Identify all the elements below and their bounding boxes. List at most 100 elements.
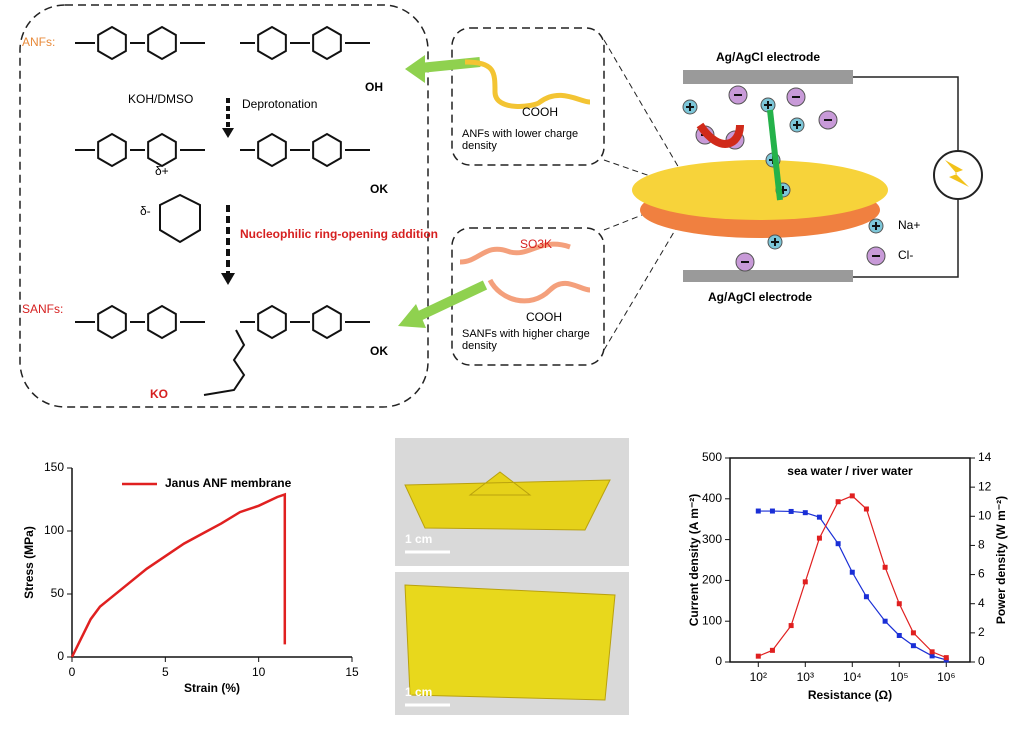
green-arrowhead [398,304,426,328]
electrode [683,70,853,84]
atom: KO [150,387,168,401]
meter [933,150,983,200]
ring [147,25,177,61]
point [863,506,869,512]
y2-axis-label: Power density (W m⁻²) [994,496,1008,624]
ring [97,25,127,61]
y-tick-label: 100 [702,613,722,627]
point [849,493,855,499]
y-axis-label: Current density (A m⁻²) [687,494,701,627]
note: ANFs with lower charge density [462,128,579,152]
ring [97,132,127,168]
label: SANFs: [22,302,63,316]
ring [257,304,287,340]
note: SANFs with higher charge density [462,328,590,352]
anf-box [451,27,605,166]
ring [312,304,342,340]
y2-tick-label: 8 [978,538,985,552]
ion-sign [771,238,779,246]
ring [97,304,127,340]
y2-tick-label: 12 [978,479,992,493]
green-ion-arrow [767,109,783,201]
y2-tick-label: 10 [978,508,992,522]
x-tick-label: 5 [162,665,169,679]
green-arrow [412,280,488,323]
ring [147,132,177,168]
series-line [70,492,287,658]
atom: OK [370,182,388,196]
x-axis-label: Strain (%) [184,681,240,695]
y-tick-label: 150 [44,460,64,474]
point [755,653,761,659]
arrowhead [221,273,235,285]
point [788,623,794,629]
anf-layer [632,160,888,220]
label: ANFs: [22,35,55,49]
y2-tick-label: 4 [978,596,985,610]
atom: δ- [140,204,151,218]
x-tick-label: 10³ [797,670,814,684]
y-tick-label: 100 [44,523,64,537]
y-tick-label: 200 [702,573,722,587]
point [769,647,775,653]
sanf-chain [459,241,591,304]
y2-tick-label: 0 [978,654,985,668]
structures [75,42,370,396]
x-tick-label: 15 [345,665,359,679]
ring [312,132,342,168]
paper-boat [404,471,611,531]
label: Na+ [898,218,920,232]
x-tick-label: 10⁵ [890,670,908,684]
point [896,632,902,638]
annotation: sea water / river water [787,464,913,478]
point [896,601,902,607]
point [943,655,949,661]
point [835,499,841,505]
y-tick-label: 400 [702,491,722,505]
ion-sign [872,222,880,230]
benzene-rings [97,25,342,340]
plot-frame [729,457,971,663]
legend-label: Janus ANF membrane [165,476,292,490]
point [788,508,794,514]
x-tick-label: 10² [750,670,767,684]
point [816,514,822,520]
y-tick-label: 300 [702,532,722,546]
electrode [683,270,853,282]
point [835,541,841,547]
label: Ag/AgCl electrode [716,50,820,64]
atom: δ+ [155,164,169,178]
label: Nucleophilic ring-opening addition [240,227,438,241]
y-tick-label: 0 [57,649,64,663]
atom: OH [365,80,383,94]
y-tick-label: 50 [51,586,65,600]
atom: COOH [522,105,558,119]
point [929,653,935,659]
x-axis-label: Resistance (Ω) [808,688,892,702]
y-axis-label: Stress (MPa) [22,526,36,599]
point [816,535,822,541]
ion-sign [686,103,694,111]
label: Ag/AgCl electrode [708,290,812,304]
ring [147,304,177,340]
point [802,579,808,585]
ring [312,25,342,61]
bolt [945,160,969,187]
point [802,510,808,516]
x-tick-label: 10 [252,665,266,679]
atom: COOH [526,310,562,324]
label: 1 cm [405,685,432,699]
green-arrowhead [405,55,425,83]
label: KOH/DMSO [128,92,193,106]
axes [71,468,352,658]
point [849,569,855,575]
atom: OK [370,344,388,358]
label: Deprotonation [242,97,317,111]
point [910,643,916,649]
point [769,508,775,514]
point [755,508,761,514]
x-tick-label: 10⁶ [937,670,955,684]
ion-sign [764,101,772,109]
